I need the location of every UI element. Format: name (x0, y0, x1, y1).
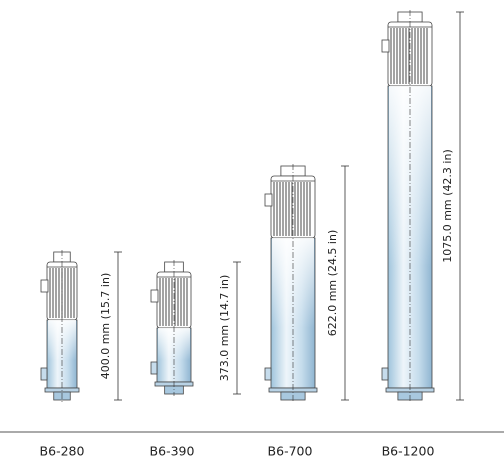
motor-box (264, 193, 273, 207)
device-nozzle (381, 367, 389, 381)
device (40, 250, 80, 402)
device (150, 260, 194, 396)
motor-box (381, 39, 390, 53)
device-nozzle (150, 361, 158, 375)
dimension-label: 1075.0 mm (42.3 in) (441, 149, 454, 263)
device (381, 10, 435, 402)
dimension-label: 373.0 mm (14.7 in) (218, 275, 231, 382)
model-label: B6-280 (40, 444, 85, 459)
motor-box (40, 279, 49, 293)
model-label: B6-390 (150, 444, 195, 459)
device-motor (270, 175, 316, 239)
dimension-label: 622.0 mm (24.5 in) (326, 230, 339, 337)
model-label: B6-1200 (382, 444, 435, 459)
device (264, 164, 318, 402)
model-label: B6-700 (268, 444, 313, 459)
device-nozzle (40, 367, 48, 381)
device-nozzle (264, 367, 272, 381)
dimension-label: 400.0 mm (15.7 in) (99, 273, 112, 380)
body-shine (158, 328, 190, 361)
motor-box (150, 289, 159, 303)
